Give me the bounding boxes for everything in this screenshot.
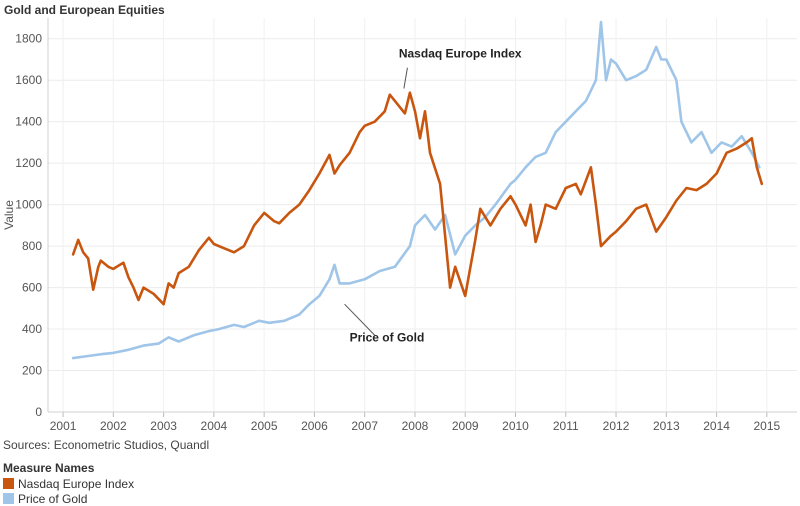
x-tick-label: 2003 [150,419,177,433]
x-tick-label: 2013 [653,419,680,433]
x-tick-label: 2007 [351,419,378,433]
legend-label-gold: Price of Gold [18,491,88,506]
x-tick-label: 2001 [50,419,77,433]
x-tick-label: 2002 [100,419,127,433]
series-layer [71,20,764,360]
x-tick-label: 2014 [703,419,730,433]
legend-item-gold[interactable]: Price of Gold [3,491,134,506]
x-tick-label: 2015 [753,419,780,433]
y-tick-label: 200 [22,364,42,378]
y-tick-label: 800 [22,239,42,253]
y-tick-label: 0 [35,405,42,419]
legend-label-nasdaq: Nasdaq Europe Index [18,476,135,491]
source-note: Sources: Econometric Studios, Quandl [3,438,210,452]
legend-item-nasdaq[interactable]: Nasdaq Europe Index [3,476,134,491]
x-tick-label: 2004 [201,419,228,433]
x-tick-label: 2010 [502,419,529,433]
x-tick-label: 2005 [251,419,278,433]
y-tick-label: 1800 [15,32,42,46]
legend-swatch-gold [3,493,14,504]
series-line-nasdaq [71,91,764,306]
legend: Measure Names Nasdaq Europe Index Price … [3,461,134,506]
series-line-gold [71,20,761,360]
x-tick-label: 2008 [402,419,429,433]
x-tick-label: 2006 [301,419,328,433]
annotation-gold: Price of Gold [350,330,425,344]
x-tick-label: 2012 [603,419,630,433]
annotation-leader-nasdaq [403,67,408,89]
x-tick-label: 2009 [452,419,479,433]
grid [48,18,797,413]
line-chart: 0 200 400 600 800 1000 1200 1400 1600 1800 2001 200… [2,18,797,433]
axes: 0 200 400 600 800 1000 1200 1400 1600 1800 2001 200… [2,18,797,433]
y-axis-title: Value [2,200,16,230]
chart-title: Gold and European Equities [4,3,165,17]
y-tick-label: 600 [22,281,42,295]
y-tick-label: 400 [22,322,42,336]
y-tick-label: 1400 [15,115,42,129]
y-tick-label: 1200 [15,156,42,170]
y-tick-label: 1000 [15,198,42,212]
annotation-leader-gold [344,303,376,336]
annotation-nasdaq: Nasdaq Europe Index [399,46,522,60]
x-tick-label: 2011 [553,419,579,433]
y-tick-label: 1600 [15,73,42,87]
annotations: Nasdaq Europe Index Price of Gold [344,46,522,344]
legend-title: Measure Names [3,461,95,475]
legend-swatch-nasdaq [3,478,14,489]
